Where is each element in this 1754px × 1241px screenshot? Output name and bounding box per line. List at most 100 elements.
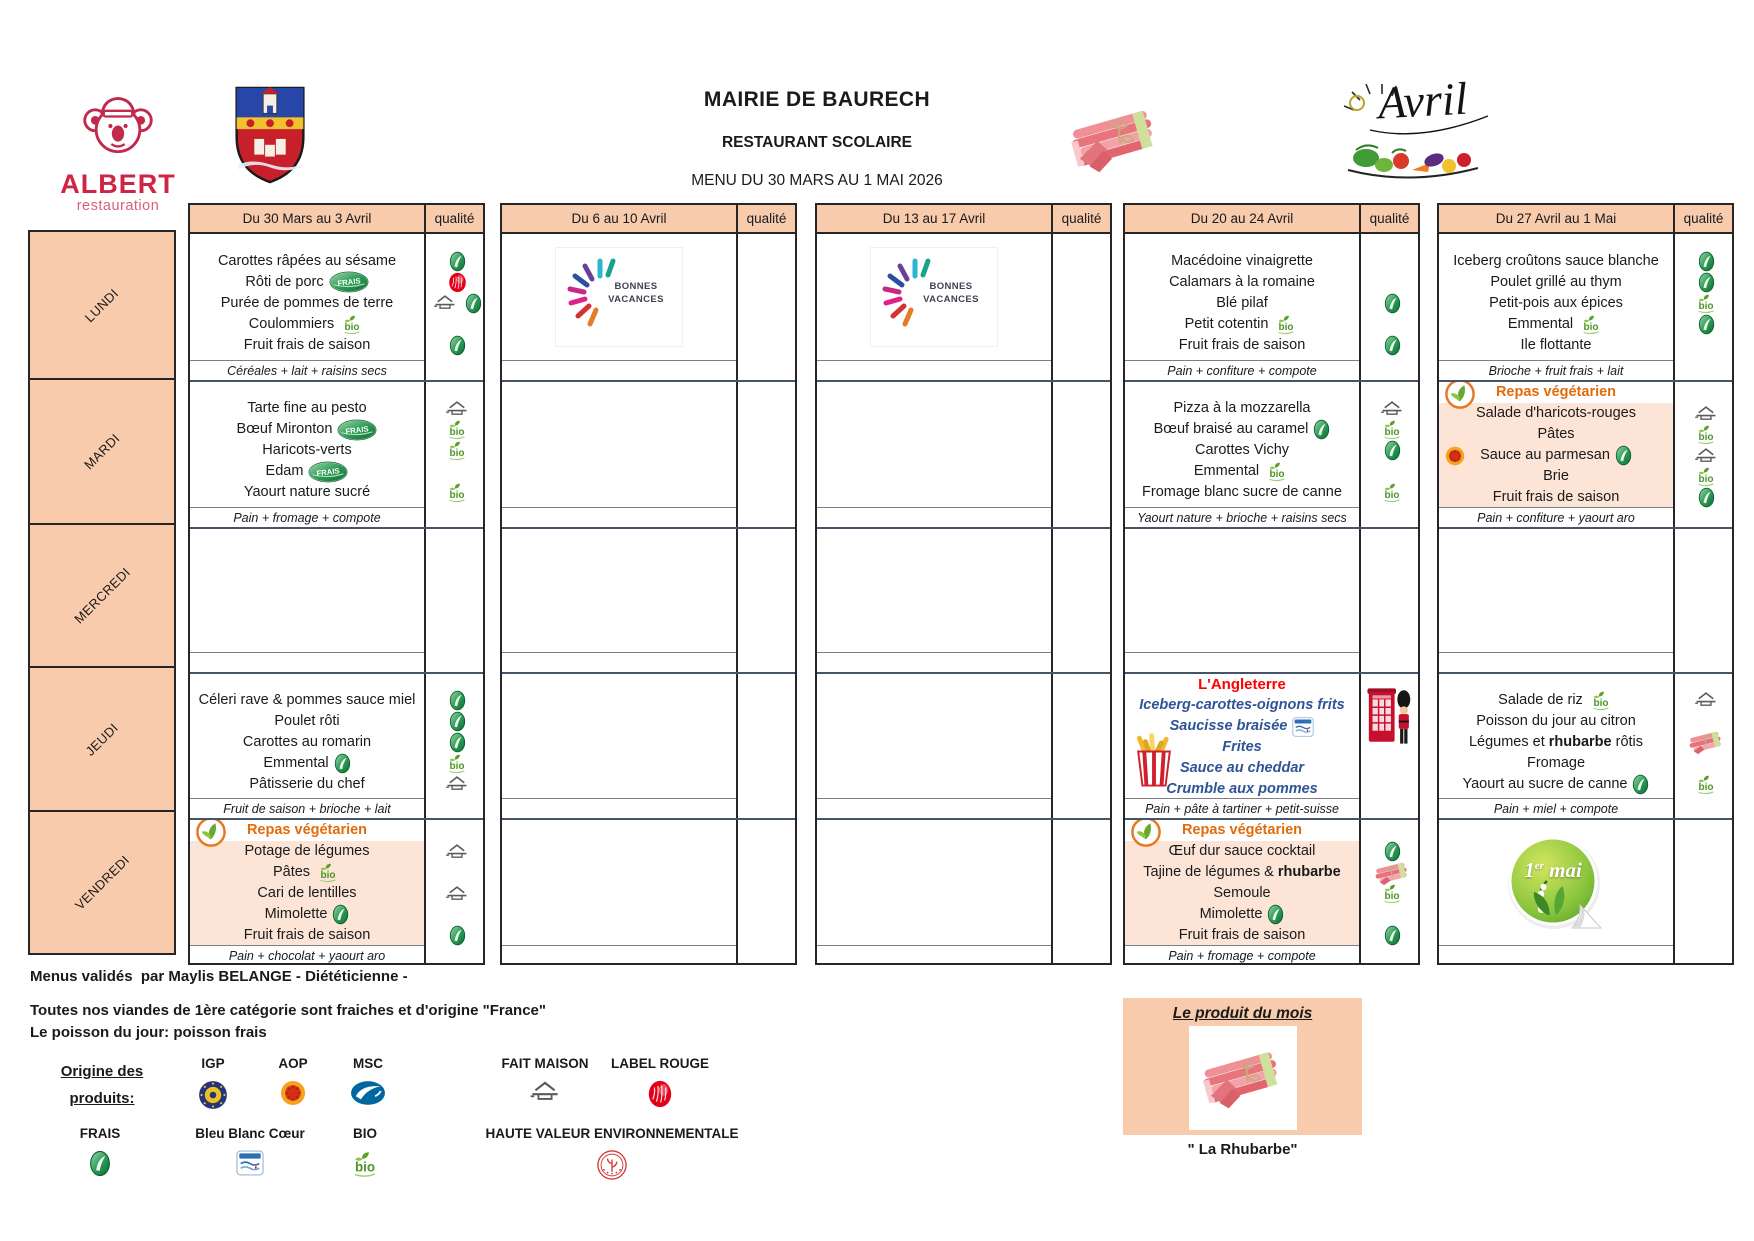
week-header: Du 13 au 17 Avril qualité [817,205,1110,234]
menu-item: Fromage blanc sucre de canne [1125,482,1359,503]
quality-header-label: qualité [1359,205,1418,232]
menu-item-text: Frites [1222,739,1262,756]
quality-row: bio [1675,293,1732,314]
menu-item: Légumes et rhubarbe rôtis [1439,732,1673,753]
menu-item-text: Fromage blanc sucre de canne [1142,484,1342,501]
week-header-label: Du 30 Mars au 3 Avril [242,211,372,226]
menu-item: Carottes au romarin [190,732,424,753]
quality-row [1675,487,1732,508]
quality-row: bio [1361,419,1418,440]
bio-icon: bio [1578,314,1604,335]
quality-cell [1673,820,1732,963]
menu-item: Tajine de légumes & rhubarbe [1125,862,1359,883]
svg-text:bio: bio [1698,474,1713,485]
menu-item-text: Œuf dur sauce cocktail [1168,843,1316,860]
menu-item-text: Yaourt au sucre de canne [1462,775,1628,792]
menu-cell [1125,529,1359,652]
bonnes-vacances-text-line1: BONNES [929,281,973,292]
menu-cell [502,820,736,945]
quality-row [1675,251,1732,272]
menu-cell: Iceberg croûtons sauce blanche Poulet gri… [1439,234,1673,360]
menu-item-text: Emmental [1193,463,1260,480]
menu-item-text: Mimolette [1199,906,1263,923]
svg-text:FRAIS: FRAIS [345,424,369,436]
quality-row [1361,398,1418,419]
snack-row [1125,652,1359,672]
menu-cell: Macédoine vinaigrette Calamars à la romai… [1125,234,1359,360]
snack-row [817,360,1051,380]
menu-item: Fruit frais de saison [190,925,424,945]
menu-item: Salade d'haricots-rouges [1439,403,1673,424]
menu-item: Cari de lentilles [190,883,424,904]
menu-item: Bœuf braisé au caramel [1125,419,1359,440]
bio-icon: bio [1693,424,1719,445]
svg-text:bio: bio [1698,782,1713,793]
menu-item-text: Tajine de légumes & rhubarbe [1143,864,1341,881]
vegetarian-label: Repas végétarien [246,822,368,839]
bio-icon: bio [1693,774,1719,795]
quality-cell [1359,529,1418,672]
vegetarian-icon [1131,820,1161,847]
menu-day-cell [817,820,1110,963]
fait-maison-icon [1693,447,1719,465]
svg-text:bio: bio [1279,322,1294,333]
menu-item-text: Carottes râpées au sésame [217,252,397,269]
quality-row: bio [1361,883,1418,904]
frais-icon [1384,293,1401,314]
quality-row [1361,779,1418,800]
menu-item-text: Brie [1543,468,1569,485]
frais-icon [1384,925,1401,946]
msc-icon [208,1080,528,1111]
frais-icon [1384,440,1401,461]
menu-day-cell: BONNES VACANCES [817,234,1110,382]
day-label-text: VENDREDI [71,852,133,913]
quality-header-label: qualité [424,205,483,232]
menu-item-text: Calamars à la romaine [1169,273,1315,290]
menu-day-cell: Carottes râpées au sésame Rôti de porc FRA… [190,234,483,382]
menu-item-text: Haricots-verts [262,442,352,459]
quality-row: bio [426,482,483,503]
svg-text:bio: bio [1584,322,1599,333]
menu-item-text: Fruit frais de saison [243,927,371,944]
vegetarian-highlight [1125,841,1359,945]
quality-header-label: qualité [736,205,795,232]
quality-row [426,883,483,904]
menu-item-text: Emmental [263,754,329,771]
snack-text: Yaourt nature + brioche + raisins secs [1137,510,1347,525]
frais-icon [1698,314,1715,335]
product-of-month-caption: " La Rhubarbe" [1187,1141,1298,1158]
legend-label: FRAIS [79,1126,121,1141]
menu-cell [502,674,736,798]
menu-item: Poulet grillé au thym [1439,272,1673,293]
month-label: Avril [1376,72,1469,129]
legend-item-aop: AOP [133,1056,453,1111]
menu-item-text: Blé pilaf [1216,294,1268,311]
frais-icon [1698,251,1715,272]
meat-origin-note: Toutes nos viandes de 1ère catégorie son… [30,1002,546,1019]
menu-cell: Tarte fine au pesto Bœuf Mironton FRAIS Har… [190,382,424,507]
quality-cell [1051,234,1110,380]
snack-row [502,798,736,818]
snack-row [817,507,1051,527]
quality-row [1361,820,1418,841]
fait-maison-icon [432,294,458,312]
legend-item-label-rouge: LABEL ROUGE [500,1056,820,1113]
menu-item-text: Pâtes [1537,426,1575,443]
menu-day-cell: Repas végétarien Œuf dur sauce cocktail Ta… [1125,820,1418,963]
vegetarian-highlight [1439,403,1673,507]
legend-label: BIO [352,1126,377,1141]
quality-cell [1359,674,1418,818]
menu-item: Yaourt au sucre de canne [1439,774,1673,795]
menu-day-cell [817,382,1110,529]
menu-item: Pâtes bio [190,862,424,883]
snack-row: Pain + fromage + compote [190,507,424,527]
menu-item: Rôti de porc FRAIS [190,271,424,293]
menu-item-text: Coulommiers [248,315,335,332]
quality-cell [1051,674,1110,818]
menu-item: Mimolette [190,904,424,925]
menu-period: MENU DU 30 MARS AU 1 MAI 2026 [691,172,943,189]
menu-item-text: Céleri rave & pommes sauce miel [198,691,416,708]
legend-label: Bleu Blanc Cœur [195,1126,305,1141]
quality-row [1361,314,1418,335]
